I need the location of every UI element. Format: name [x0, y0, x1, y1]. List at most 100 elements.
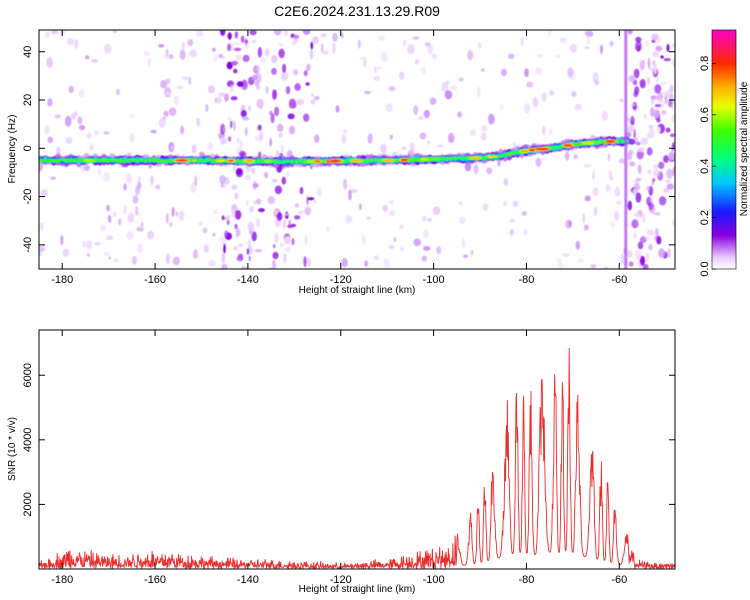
noise-speckle: [567, 67, 574, 78]
noise-speckle: [672, 141, 675, 151]
noise-speckle: [667, 247, 671, 259]
noise-speckle: [244, 127, 248, 136]
noise-speckle: [67, 38, 74, 46]
noise-speckle: [271, 67, 277, 75]
noise-speckle: [227, 116, 232, 121]
noise-speckle: [311, 93, 315, 97]
noise-speckle: [653, 108, 660, 119]
x-tick-label: -60: [611, 274, 627, 286]
ridge-peak: [605, 140, 616, 143]
noise-speckle: [272, 259, 277, 269]
noise-speckle: [150, 129, 157, 134]
noise-speckle: [147, 230, 155, 240]
noise-speckle: [626, 250, 633, 258]
ridge-cell: [139, 158, 144, 162]
noise-speckle: [651, 33, 658, 41]
noise-speckle: [248, 105, 251, 112]
noise-speckle: [448, 132, 455, 144]
noise-speckle: [615, 200, 623, 205]
snr-series-line: [39, 347, 675, 569]
ridge-cell: [616, 140, 620, 144]
noise-speckle: [168, 107, 177, 116]
noise-speckle: [427, 44, 434, 55]
noise-speckle: [340, 32, 344, 39]
colorbar-ticks: 0.0 0.2 0.4 0.6 0.8: [699, 56, 716, 277]
ridge-cell: [168, 159, 174, 163]
noise-speckle: [321, 50, 329, 55]
noise-speckle: [374, 66, 377, 74]
ridge-cell: [290, 160, 294, 164]
noise-speckle: [246, 248, 250, 255]
noise-speckle: [303, 113, 310, 122]
noise-speckle: [251, 167, 255, 175]
noise-speckle: [126, 231, 134, 240]
noise-speckle: [218, 53, 223, 59]
spectrogram-plot-area: [39, 30, 675, 269]
noise-speckle: [470, 249, 474, 256]
noise-speckle: [520, 36, 524, 47]
noise-speckle: [227, 136, 232, 142]
noise-speckle: [50, 176, 56, 180]
noise-speckle: [481, 68, 485, 72]
noise-speckle: [234, 210, 242, 220]
noise-speckle: [569, 43, 577, 53]
noise-speckle: [129, 113, 135, 119]
noise-speckle: [672, 57, 675, 68]
ridge-cell: [72, 159, 77, 163]
ridge-peak: [83, 159, 94, 162]
ridge-peak: [470, 156, 481, 160]
noise-speckle: [223, 243, 226, 254]
noise-speckle: [664, 94, 668, 105]
noise-speckle: [653, 64, 657, 75]
x-tick-label: -120: [330, 574, 352, 586]
ridge-cell: [448, 156, 454, 161]
noise-speckle: [293, 34, 300, 39]
noise-speckle: [648, 243, 653, 251]
ridge-cell: [410, 158, 416, 163]
ridge-cell: [344, 158, 348, 162]
noise-speckle: [310, 41, 314, 50]
noise-speckle: [645, 39, 650, 47]
noise-speckle: [106, 235, 114, 240]
noise-speckle: [500, 68, 507, 77]
snr-y-ticks: 2000 4000 6000: [22, 363, 675, 517]
noise-speckle: [287, 113, 295, 120]
noise-speckle: [224, 230, 229, 237]
noise-speckle: [165, 91, 172, 96]
noise-speckle: [216, 96, 221, 105]
noise-speckle: [658, 161, 665, 170]
noise-speckle: [280, 144, 284, 154]
ridge-peak: [488, 155, 493, 159]
ridge-cell: [277, 160, 282, 164]
noise-speckle: [646, 186, 650, 191]
noise-speckle: [486, 167, 493, 175]
y-tick-label: 0: [22, 145, 34, 151]
noise-speckle: [220, 30, 226, 36]
x-tick-label: -80: [518, 274, 534, 286]
ridge-peak: [264, 160, 272, 163]
noise-speckle: [663, 155, 669, 163]
ridge-cell: [465, 156, 470, 160]
noise-speckle: [320, 43, 324, 53]
noise-speckle: [457, 111, 462, 118]
snr-x-ticks: -180 -160 -140 -120 -100 -80 -60: [51, 330, 627, 586]
noise-speckle: [208, 85, 215, 94]
noise-speckle: [77, 116, 83, 125]
noise-speckle: [278, 132, 283, 138]
noise-speckle: [658, 248, 666, 258]
noise-speckle: [282, 63, 287, 73]
noise-speckle: [291, 238, 295, 246]
noise-speckle: [143, 50, 151, 57]
noise-speckle: [651, 180, 654, 186]
noise-speckle: [256, 98, 264, 108]
noise-speckle: [240, 266, 248, 269]
noise-speckle: [409, 142, 415, 153]
noise-speckle: [233, 47, 242, 52]
noise-speckle: [637, 164, 642, 174]
noise-speckle: [363, 58, 367, 68]
noise-speckle: [423, 246, 431, 251]
noise-speckle: [282, 218, 286, 229]
spectrogram-x-ticks: -180 -160 -140 -120 -100 -80 -60: [51, 30, 627, 286]
noise-speckle: [648, 124, 654, 129]
noise-speckle: [39, 246, 46, 252]
